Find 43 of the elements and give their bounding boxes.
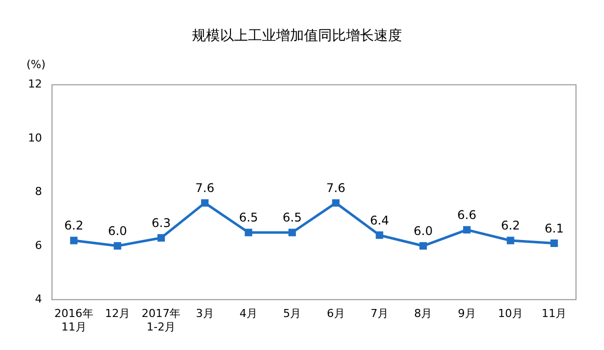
x-tick-label: 11月 [542,307,567,320]
chart-title: 规模以上工业增加值同比增长速度 [192,28,402,44]
x-tick-label: 5月 [283,307,302,320]
x-tick-label: 4月 [240,307,258,320]
data-label: 6.0 [414,224,433,238]
data-label: 7.6 [326,181,346,196]
y-axis-title: (%) [26,58,46,72]
y-tick-label: 10 [28,131,42,144]
y-tick-label: 4 [34,292,42,306]
point [157,234,165,242]
x-tick-label: 7月 [370,307,388,320]
data-label: 7.6 [195,181,214,196]
point [506,236,514,244]
data-label: 6.2 [500,218,520,233]
y-tick-label: 12 [28,78,42,91]
point [332,199,340,207]
x-tick-label: 6月 [326,307,345,320]
point [244,228,252,236]
data-label: 6.3 [152,216,171,230]
x-tick-label: 2016年 11月 [54,307,94,334]
point [550,239,558,247]
data-label: 6.5 [238,210,258,225]
x-tick-label: 2017年 1-2月 [142,307,181,334]
point [463,226,471,234]
point [288,228,296,236]
y-tick-label: 8 [34,185,42,198]
point [70,236,78,244]
data-label: 6.2 [64,218,84,233]
point [201,199,209,207]
x-tick-label: 8月 [414,307,432,320]
point [376,231,384,239]
data-label: 6.1 [544,221,564,236]
data-label: 6.4 [370,213,390,228]
data-label: 6.5 [282,210,302,225]
x-tick-label: 9月 [458,307,476,320]
data-label: 6.6 [457,208,476,222]
data-label: 6.0 [108,224,128,238]
point [114,242,122,250]
x-tick-label: 10月 [498,307,523,320]
x-tick-label: 12月 [104,307,130,320]
x-tick-label: 3月 [196,307,214,320]
y-tick-label: 6 [34,238,42,252]
point [419,242,427,250]
